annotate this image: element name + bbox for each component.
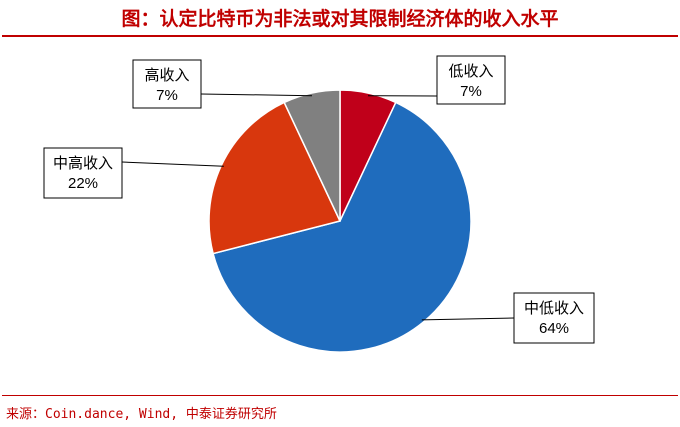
leader-line-upper-middle-income [121, 161, 224, 167]
slice-value-high-income: 7% [156, 87, 178, 104]
callout-box-lower-middle-income [513, 292, 595, 344]
source-note: 来源：Coin.dance, Wind, 中泰证券研究所 [6, 407, 277, 422]
callout-box-low-income [436, 55, 506, 105]
callout-box-high-income [132, 59, 202, 109]
chart-title: 图：认定比特币为非法或对其限制经济体的收入水平 [121, 8, 559, 30]
callout-box-upper-middle-income [43, 147, 123, 199]
slice-value-upper-middle-income: 22% [68, 175, 98, 192]
source-rule [2, 395, 678, 396]
pie-slices [208, 89, 472, 353]
leader-line-lower-middle-income [421, 317, 515, 321]
slice-value-lower-middle-income: 64% [539, 320, 569, 337]
title-rule [2, 35, 678, 37]
pie-slice-upper-middle-income [208, 101, 342, 255]
slice-label-high-income: 高收入 [144, 66, 189, 84]
slice-value-low-income: 7% [460, 83, 482, 100]
pie-slice-lower-middle-income [212, 101, 472, 353]
slice-label-low-income: 低收入 [448, 62, 493, 80]
pie-slice-high-income [283, 89, 341, 222]
slice-label-lower-middle-income: 中低收入 [524, 299, 584, 317]
leader-line-high-income [200, 93, 313, 97]
slice-label-upper-middle-income: 中高收入 [53, 154, 113, 172]
pie-callouts: 低收入 7% 中低收入 64% 中高收入 22% 高收入 7% [43, 55, 595, 344]
